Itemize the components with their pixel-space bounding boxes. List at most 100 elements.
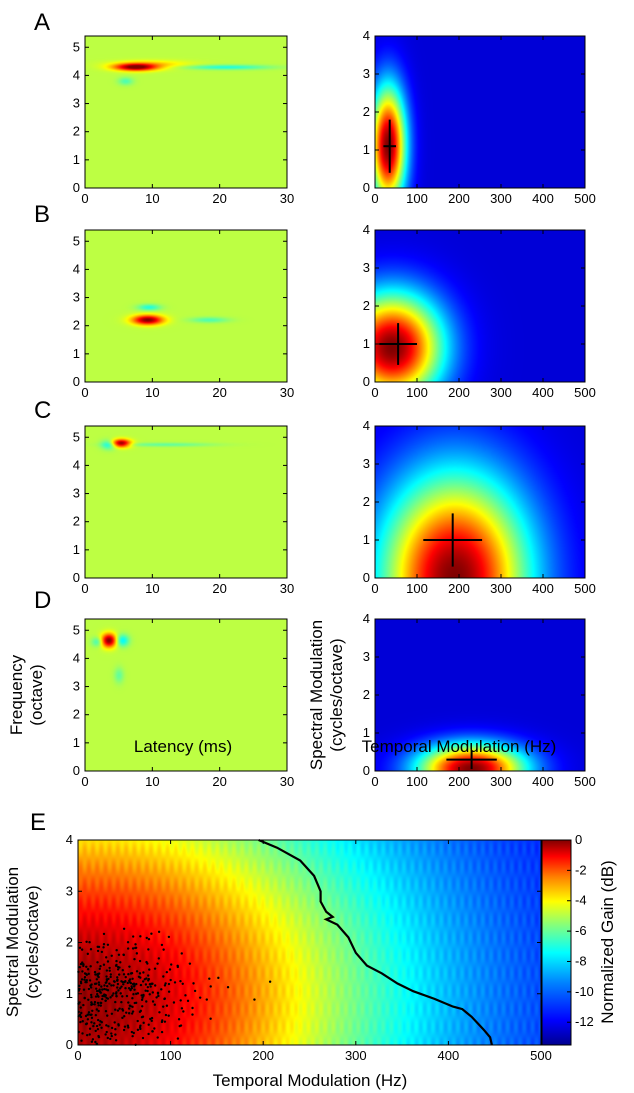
y-tick-label: 3: [363, 456, 370, 471]
colorbar-tick-label: 0: [575, 832, 582, 847]
colorbar-tick-label: -4: [575, 893, 587, 908]
neuron-point: [141, 980, 145, 983]
neuron-point: [90, 995, 93, 999]
y-tick-label: 0: [73, 374, 80, 389]
neuron-point: [123, 1014, 126, 1018]
y-tick-label: 1: [363, 532, 370, 547]
x-tick-label: 300: [490, 581, 512, 596]
x-tick-label: 200: [448, 774, 470, 789]
heatmap-image: [85, 230, 287, 382]
neuron-point: [78, 946, 82, 950]
neuron-point: [104, 1033, 107, 1036]
neuron-point: [148, 968, 151, 971]
neuron-point: [101, 994, 104, 998]
neuron-point: [161, 1019, 164, 1022]
neuron-point: [119, 992, 122, 995]
neuron-point: [78, 965, 81, 969]
neuron-point: [164, 982, 167, 985]
neuron-point: [99, 1001, 103, 1005]
neuron-point: [122, 983, 125, 986]
panel-a-strf: 0 10 20 30 0 1 2 3 4 5: [73, 35, 294, 206]
neuron-point: [163, 997, 166, 1001]
neuron-point: [115, 949, 118, 952]
neuron-point: [97, 1004, 100, 1007]
neuron-point: [192, 982, 195, 985]
neuron-point: [121, 969, 125, 972]
neuron-point: [126, 981, 129, 985]
neuron-point: [131, 947, 135, 950]
neuron-point: [147, 977, 151, 981]
neuron-point: [165, 1004, 169, 1007]
y-tick-label: 2: [73, 124, 80, 139]
plot-frame: [84, 425, 288, 579]
y-tick-label: 5: [73, 233, 80, 248]
neuron-point: [115, 979, 119, 982]
y-tick-label: 2: [363, 298, 370, 313]
panel-c-mtf: 0 100 200 300 400 500 0 1 2 3 4: [363, 418, 596, 596]
y-tick-label: 0: [363, 570, 370, 585]
axis-label-text: Spectral Modulation(cycles/octave): [3, 867, 42, 1017]
neuron-point: [82, 963, 85, 966]
y-tick-label: 1: [66, 986, 73, 1001]
panel-letter-a: A: [34, 9, 50, 36]
neuron-point: [119, 961, 122, 964]
x-axis-label-temporal-e: Temporal Modulation (Hz): [213, 1071, 408, 1090]
neuron-point: [77, 1010, 80, 1014]
neuron-point: [157, 957, 161, 960]
neuron-point: [146, 985, 150, 989]
neuron-point: [116, 968, 120, 971]
neuron-point: [158, 1011, 161, 1014]
neuron-point: [97, 972, 101, 975]
neuron-point: [105, 984, 109, 988]
y-axis-label-frequency: Frequency(octave): [7, 654, 46, 735]
neuron-point: [118, 1007, 121, 1010]
neuron-point: [133, 988, 136, 991]
neuron-point: [99, 1004, 103, 1007]
neuron-point: [170, 963, 173, 966]
y-tick-label: 1: [363, 142, 370, 157]
neuron-point: [102, 963, 106, 966]
neuron-point: [156, 962, 159, 965]
neuron-point: [107, 1025, 110, 1028]
neuron-point: [115, 959, 118, 963]
neuron-point: [164, 1013, 168, 1017]
colorbar-tick-label: -10: [575, 984, 594, 999]
neuron-point: [87, 972, 90, 976]
neuron-point: [79, 1006, 82, 1009]
neuron-point: [132, 985, 136, 988]
y-tick-label: 1: [73, 735, 80, 750]
x-tick-label: 400: [532, 581, 554, 596]
neuron-point: [163, 984, 167, 987]
neuron-point: [116, 965, 120, 969]
neuron-point: [110, 984, 113, 987]
neuron-point: [156, 1036, 159, 1039]
y-tick-label: 1: [363, 336, 370, 351]
y-tick-label: 4: [73, 457, 80, 472]
y-tick-label: 3: [363, 260, 370, 275]
neuron-point: [124, 975, 127, 979]
neuron-point: [128, 979, 131, 983]
x-tick-label: 30: [280, 385, 294, 400]
neuron-point: [86, 968, 90, 971]
y-tick-label: 5: [73, 39, 80, 54]
x-tick-label: 30: [280, 581, 294, 596]
neuron-point: [110, 954, 113, 957]
neuron-point: [140, 994, 143, 997]
panel-c-strf: 0 10 20 30 0 1 2 3 4 5: [73, 425, 294, 596]
neuron-point: [89, 984, 92, 987]
neuron-point: [132, 1031, 135, 1035]
neuron-point: [126, 941, 130, 944]
y-tick-label: 4: [73, 650, 80, 665]
y-tick-label: 2: [73, 318, 80, 333]
y-tick-label: 5: [73, 429, 80, 444]
neuron-point: [184, 994, 187, 997]
plot-frame: [84, 35, 288, 189]
neuron-point: [156, 991, 160, 994]
x-tick-label: 100: [406, 385, 428, 400]
neuron-point: [101, 988, 104, 991]
neuron-point: [108, 982, 111, 985]
x-tick-label: 500: [574, 774, 596, 789]
y-tick-label: 0: [363, 180, 370, 195]
neuron-point: [83, 972, 87, 975]
x-axis-label-temporal-d: Temporal Modulation (Hz): [362, 737, 557, 756]
